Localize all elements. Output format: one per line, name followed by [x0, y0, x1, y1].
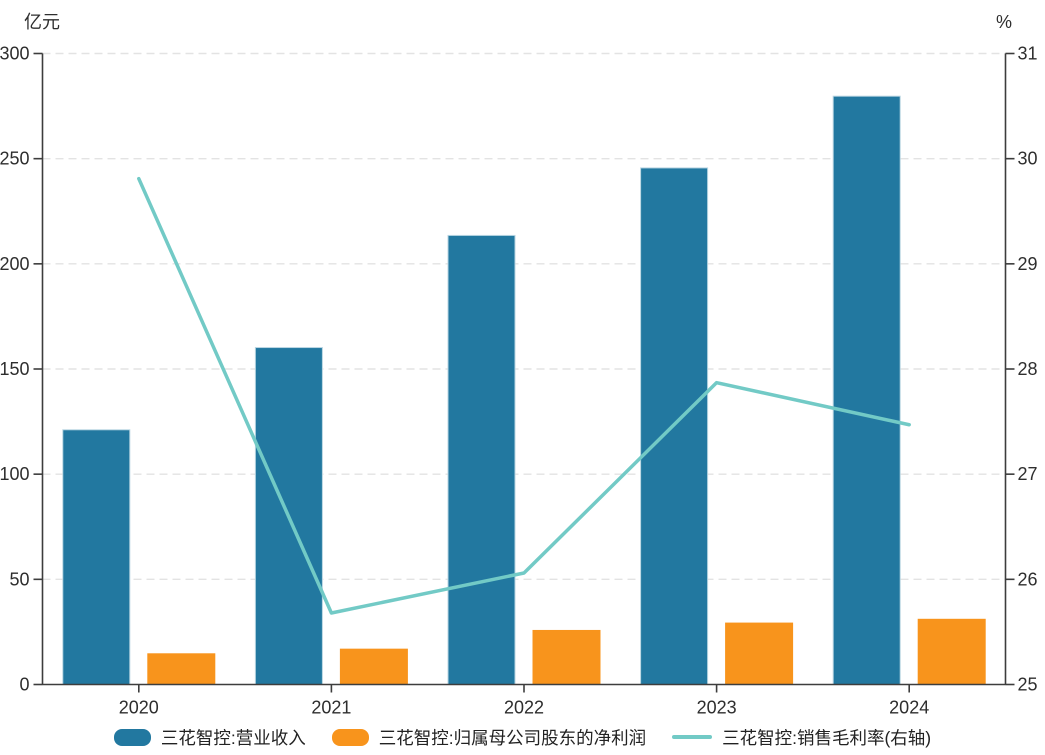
left-axis-tick-label: 50 [9, 569, 29, 589]
right-axis-unit-label: % [996, 12, 1012, 32]
revenue-bar-2020 [62, 429, 131, 686]
legend-label-revenue: 三花智控:营业收入 [160, 727, 306, 748]
net-profit-bar-2024 [917, 618, 986, 686]
x-axis-tick-label: 2020 [119, 698, 159, 718]
right-axis-tick-label: 27 [1018, 464, 1038, 484]
left-axis-tick-label: 300 [0, 44, 30, 64]
left-axis-tick-label: 150 [0, 359, 30, 379]
left-axis-unit-label: 亿元 [24, 12, 60, 32]
left-axis-tick-label: 0 [19, 675, 29, 695]
right-axis-tick-label: 26 [1018, 569, 1038, 589]
net-profit-bar-2020 [147, 653, 216, 685]
legend-item-gross-margin[interactable]: 三花智控:销售毛利率(右轴) [672, 725, 931, 750]
right-axis-tick-label: 28 [1018, 359, 1038, 379]
revenue-bar-2022 [447, 234, 516, 686]
x-axis-tick-label: 2023 [697, 698, 737, 718]
x-axis-tick-label: 2021 [311, 698, 351, 718]
left-axis-tick-label: 100 [0, 464, 30, 484]
gross-margin-line-swatch-icon [672, 735, 713, 739]
net-profit-bar-swatch-icon [331, 728, 369, 746]
plot-layer: 0 50 100 150 200 250 300 25 26 27 28 29 30 31 2020 2021… [0, 44, 1038, 718]
left-axis-tick-label: 250 [0, 149, 30, 169]
right-axis-tick-label: 30 [1018, 149, 1038, 169]
x-axis-tick-label: 2024 [889, 698, 929, 718]
legend-item-revenue[interactable]: 三花智控:营业收入 [113, 725, 306, 750]
net-profit-bar-2023 [725, 622, 794, 685]
gross-margin-line [137, 176, 911, 615]
right-axis-tick-label: 25 [1018, 675, 1038, 695]
right-axis-tick-label: 31 [1018, 44, 1038, 64]
legend-label-net-profit: 三花智控:归属母公司股东的净利润 [378, 727, 647, 748]
legend-label-gross-margin: 三花智控:销售毛利率(右轴) [722, 727, 932, 748]
right-axis-tick-label: 29 [1018, 254, 1038, 274]
x-axis-tick-label: 2022 [504, 698, 544, 718]
chart-plot: 亿元 % 0 50 100 150 200 250 300 25 26 27 28 29 30 31 202… [0, 12, 1038, 718]
net-profit-bar-2022 [532, 629, 601, 686]
left-axis-tick-label: 200 [0, 254, 30, 274]
revenue-bar-2024 [832, 95, 901, 685]
net-profit-bar-2021 [339, 648, 408, 685]
legend-item-net-profit[interactable]: 三花智控:归属母公司股东的净利润 [331, 725, 647, 750]
chart-legend: 三花智控:营业收入 三花智控:归属母公司股东的净利润 三花智控:销售毛利率(右轴… [0, 722, 1045, 752]
revenue-bar-swatch-icon [113, 728, 151, 746]
